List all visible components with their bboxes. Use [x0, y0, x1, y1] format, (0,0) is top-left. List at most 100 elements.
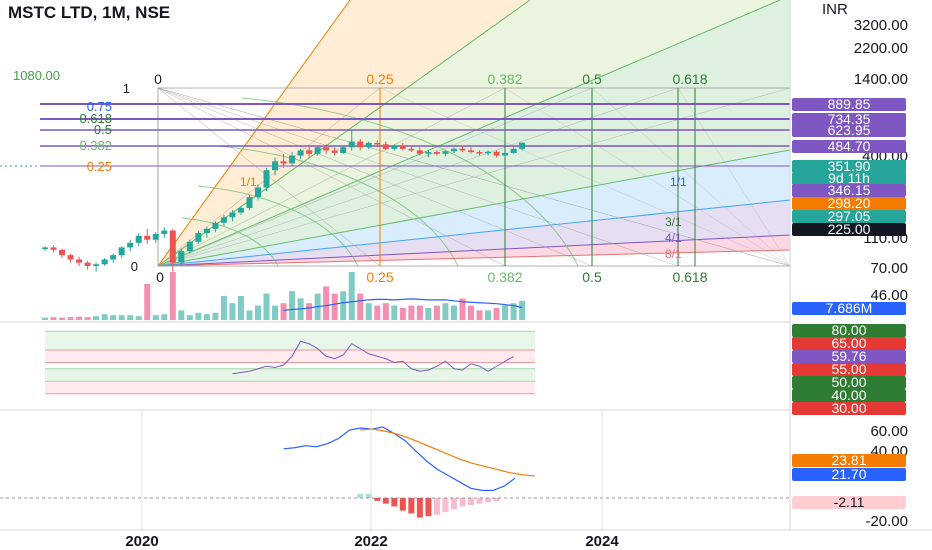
fib-level-label: 0.618	[79, 111, 112, 126]
volume-bar	[144, 284, 151, 320]
rsi-badge: 65.00	[792, 335, 906, 351]
volume-bar	[502, 305, 509, 320]
candle-body	[152, 233, 159, 240]
volume-bar	[42, 317, 48, 320]
volume-bar	[425, 308, 432, 320]
volume-bar	[229, 303, 236, 320]
candle-body	[67, 255, 74, 260]
fib-arc	[181, 217, 279, 267]
rsi-badge: 55.00	[792, 361, 906, 377]
candle-body	[229, 212, 236, 218]
macd-histogram-bar	[476, 498, 483, 504]
candle-body	[195, 233, 202, 242]
macd-histogram-bar	[459, 498, 466, 507]
fib-time-label-top: 0.382	[487, 71, 522, 87]
fib-diagonal	[504, 87, 791, 267]
candle-body	[357, 141, 364, 148]
candle-body	[374, 142, 381, 145]
fib-diagonal	[157, 87, 679, 267]
price-badge-text: 225.00	[828, 221, 871, 237]
chart-title: MSTC LTD, 1M, NSE	[8, 3, 171, 22]
candle-body	[246, 197, 253, 209]
macd-axis-tick: -20.00	[865, 513, 908, 530]
macd-signal-line	[359, 428, 536, 477]
volume-bar	[118, 315, 125, 320]
volume-bar	[178, 310, 185, 320]
price-badge: 9d 11h	[792, 170, 906, 186]
volume-bar	[135, 316, 142, 320]
volume-bar	[50, 317, 57, 320]
fib-diagonal	[157, 87, 791, 267]
macd-histogram-bar	[391, 498, 398, 507]
volume-bar	[323, 286, 330, 320]
candle-body	[323, 147, 330, 151]
candle-body	[42, 247, 48, 249]
candle-body	[263, 170, 270, 188]
volume-bar	[255, 305, 261, 320]
macd-badge-text: -2.11	[834, 494, 865, 510]
volume-bar	[459, 298, 466, 320]
price-axis-tick: 2200.00	[854, 40, 908, 57]
candle-body	[450, 148, 457, 152]
candle-body	[289, 155, 296, 164]
candle-body	[340, 147, 347, 153]
macd-badge-text: 23.81	[831, 452, 866, 468]
price-badge: 346.15	[792, 182, 906, 198]
candle-body	[493, 151, 500, 156]
fib-level-label: 1080.00	[13, 68, 60, 83]
candle-body	[118, 247, 125, 256]
fan-ray	[157, 234, 791, 267]
time-axis-tick: 2024	[585, 533, 619, 550]
volume-bar	[220, 296, 227, 320]
rsi-band	[45, 368, 535, 382]
volume-bar	[84, 317, 91, 320]
price-badge: 225.00	[792, 221, 906, 237]
volume-badge: 7.686M	[792, 300, 906, 316]
candle-body	[365, 142, 372, 148]
volume-bar	[76, 316, 83, 320]
volume-badge-text: 7.686M	[826, 300, 873, 316]
candle-body	[476, 152, 483, 154]
volume-bar	[186, 315, 193, 320]
fib-level-label: 0.382	[79, 138, 112, 153]
volume-bar	[391, 305, 398, 320]
fib-level-label: 0.5	[94, 122, 112, 137]
candle-body	[272, 161, 279, 171]
macd-histogram-bar	[399, 498, 406, 511]
candle-body	[255, 187, 261, 198]
candle-body	[399, 145, 406, 149]
candle-body	[144, 235, 151, 240]
fib-time-label-top: 0.25	[366, 71, 393, 87]
fib-time-label-bottom: 0.25	[366, 269, 393, 285]
fib-time-label-bottom: 0.382	[487, 269, 522, 285]
rsi-band	[45, 350, 535, 363]
rsi-badge-text: 59.76	[831, 348, 866, 364]
volume-bar	[67, 317, 74, 320]
macd-histogram-bar	[425, 498, 432, 517]
candle-body	[101, 259, 108, 265]
fib-diagonal	[379, 87, 791, 267]
candle-body	[212, 222, 219, 229]
volume-bar	[152, 315, 159, 320]
volume-ma-line	[283, 298, 523, 311]
candle-body	[331, 150, 338, 153]
price-badge-text: 623.95	[828, 122, 871, 138]
fan-ratio-label: 4/1	[665, 231, 682, 245]
price-axis-tick: 1400.00	[854, 71, 908, 88]
macd-histogram-bar	[450, 498, 457, 510]
volume-bar	[59, 317, 66, 320]
volume-bar	[365, 303, 372, 320]
fan-ray	[157, 0, 781, 267]
volume-bar	[289, 291, 296, 320]
fib-diagonal	[157, 87, 593, 267]
rsi-band	[45, 381, 535, 394]
volume-bar	[331, 293, 338, 320]
candle-body	[161, 230, 168, 234]
volume-bar	[272, 305, 279, 320]
candle-body	[135, 235, 142, 243]
rsi-badge: 30.00	[792, 400, 906, 416]
volume-bar	[468, 305, 474, 320]
fan-ray	[157, 149, 791, 267]
volume-bar	[510, 303, 517, 320]
